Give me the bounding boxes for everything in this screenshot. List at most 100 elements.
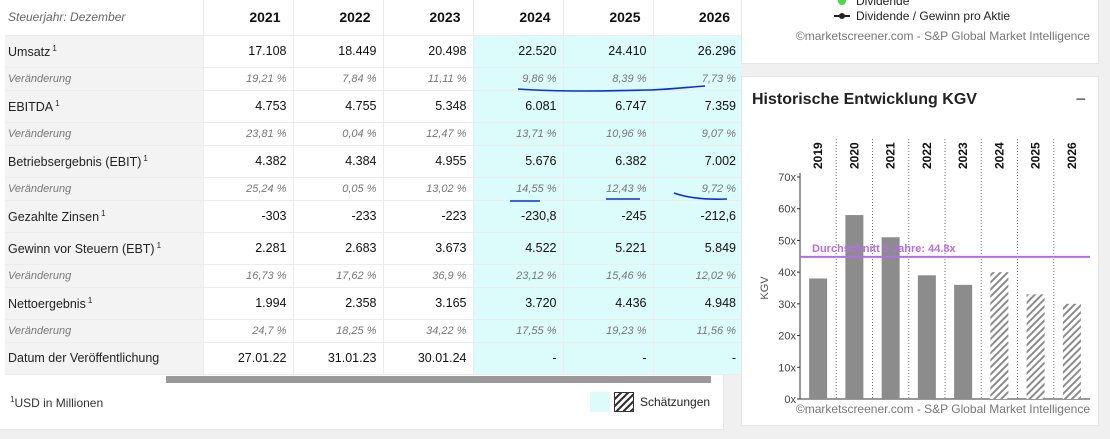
table-cell: -212,6 — [653, 200, 742, 233]
table-row: Umsatz 1 17.108 18.449 20.498 22.520 24.410 26.… — [5, 35, 742, 68]
x-category-label: 2020 — [847, 142, 861, 169]
bar-2020 — [845, 215, 864, 399]
table-cell: 6.747 — [563, 90, 654, 123]
table-cell: 15,46 % — [563, 264, 654, 288]
table-row: Nettoergebnis 1 1.994 2.358 3.165 3.720 4.436 4… — [5, 287, 742, 320]
row-label: Veränderung — [5, 177, 204, 201]
estimates-legend: Schätzungen — [590, 392, 710, 412]
table-cell: 13,71 % — [473, 122, 564, 146]
collapse-icon[interactable]: − — [1075, 89, 1086, 109]
x-category-label: 2026 — [1065, 142, 1079, 169]
table-cell: 19,23 % — [563, 319, 654, 343]
table-cell: 4.436 — [563, 287, 654, 320]
y-tick-label: 40x — [778, 267, 796, 279]
table-cell: 8,39 % — [563, 67, 654, 91]
horizontal-scrollbar[interactable] — [166, 376, 711, 383]
chart-title: Historische Entwicklung KGV — [752, 91, 977, 108]
y-tick-label: 30x — [778, 299, 796, 311]
table-cell: 18.449 — [293, 35, 384, 68]
y-axis-label: KGV — [759, 276, 771, 300]
table-row: Datum der Veröffentlichung 27.01.22 31.01.… — [5, 342, 742, 375]
change-row: Veränderung 19,21 % 7,84 % 11,11 % 9,86 % 8,3… — [5, 67, 742, 91]
table-cell: 25,24 % — [203, 177, 294, 201]
x-category-label: 2019 — [811, 142, 825, 169]
table-cell: 31.01.23 — [293, 342, 384, 375]
table-cell: 7.002 — [653, 145, 742, 178]
chart-credit: ©marketscreener.com - S&P Global Market … — [795, 402, 1090, 416]
change-row: Veränderung 24,7 % 18,25 % 34,22 % 17,55 % 19… — [5, 319, 742, 343]
table-cell: 2.683 — [293, 232, 384, 265]
table-cell: -230,8 — [473, 200, 564, 233]
table-cell: 26.296 — [653, 35, 742, 68]
row-label: Gezahlte Zinsen 1 — [5, 200, 204, 233]
table-cell: 3.165 — [383, 287, 474, 320]
table-cell: 9,86 % — [473, 67, 564, 91]
table-row: Gezahlte Zinsen 1 -303 -233 -223 -230,8 -245 -2… — [5, 200, 742, 233]
table-cell: 19,21 % — [203, 67, 294, 91]
table-cell: -245 — [563, 200, 654, 233]
row-label: Veränderung — [5, 319, 204, 343]
table-cell: 2.358 — [293, 287, 384, 320]
table-cell: - — [473, 342, 564, 375]
table-cell: 10,96 % — [563, 122, 654, 146]
y-tick-label: 50x — [778, 235, 796, 247]
y-tick-label: 70x — [778, 172, 796, 184]
green-dot-icon — [838, 0, 846, 5]
row-label: Gewinn vor Steuern (EBT) 1 — [5, 232, 204, 265]
row-label: Veränderung — [5, 67, 204, 91]
bar-2023 — [954, 284, 973, 399]
table-cell: 0,04 % — [293, 122, 384, 146]
table-cell: -303 — [203, 200, 294, 233]
y-tick-label: 10x — [778, 362, 796, 374]
y-tick-label: 20x — [778, 331, 796, 343]
table-cell: 27.01.22 — [203, 342, 294, 375]
legend-payout-ratio[interactable]: Dividende / Gewinn pro Aktie — [834, 9, 1010, 23]
table-cell: 6.382 — [563, 145, 654, 178]
change-row: Veränderung 25,24 % 0,05 % 13,02 % 14,55 % 12… — [5, 177, 742, 201]
x-category-label: 2022 — [920, 142, 934, 169]
table-cell: 4.384 — [293, 145, 384, 178]
estimates-label: Schätzungen — [640, 395, 711, 409]
financials-table: Steuerjahr: Dezember 2021 2022 2023 2024… — [5, 0, 742, 375]
x-category-label: 2024 — [992, 142, 1006, 169]
table-cell: 12,02 % — [653, 264, 742, 288]
table-cell: 5.348 — [383, 90, 474, 123]
table-cell: 4.955 — [383, 145, 474, 178]
table-cell: 17,62 % — [293, 264, 384, 288]
table-cell: 4.753 — [203, 90, 294, 123]
footnote: 1USD in Millionen — [10, 395, 104, 410]
table-cell: 4.382 — [203, 145, 294, 178]
table-cell: 7.359 — [653, 90, 742, 123]
table-cell: 9,07 % — [653, 122, 742, 146]
table-cell: - — [653, 342, 742, 375]
table-cell: 11,56 % — [653, 319, 742, 343]
bar-2026 — [1062, 303, 1081, 399]
bar-2022 — [917, 275, 936, 399]
row-label: Veränderung — [5, 122, 204, 146]
table-cell: 14,55 % — [473, 177, 564, 201]
table-cell: 4.948 — [653, 287, 742, 320]
estimate-color-swatch — [590, 392, 610, 412]
table-cell: 5.849 — [653, 232, 742, 265]
legend-dividend-label: Dividende — [856, 0, 910, 8]
x-category-label: 2023 — [956, 142, 970, 169]
y-tick-label: 60x — [778, 204, 796, 216]
table-cell: 13,02 % — [383, 177, 474, 201]
bar-2021 — [881, 237, 900, 399]
table-cell: 3.720 — [473, 287, 564, 320]
x-category-label: 2021 — [884, 142, 898, 169]
table-cell: 12,43 % — [563, 177, 654, 201]
table-cell: 0,05 % — [293, 177, 384, 201]
row-label: EBITDA 1 — [5, 90, 204, 123]
table-cell: 5.676 — [473, 145, 564, 178]
chart-credit: ©marketscreener.com - S&P Global Market … — [795, 29, 1090, 43]
average-label: Durchschnitt 5 Jahre: 44.8x — [812, 243, 957, 255]
table-cell: 4.755 — [293, 90, 384, 123]
row-label: Veränderung — [5, 264, 204, 288]
legend-dividend[interactable]: Dividende — [834, 0, 909, 8]
table-header-row: Steuerjahr: Dezember 2021 2022 2023 2024… — [5, 0, 742, 36]
table-cell: 20.498 — [383, 35, 474, 68]
line-marker-icon — [834, 13, 850, 19]
table-cell: 11,11 % — [383, 67, 474, 91]
year-header: 2026 — [653, 0, 742, 36]
